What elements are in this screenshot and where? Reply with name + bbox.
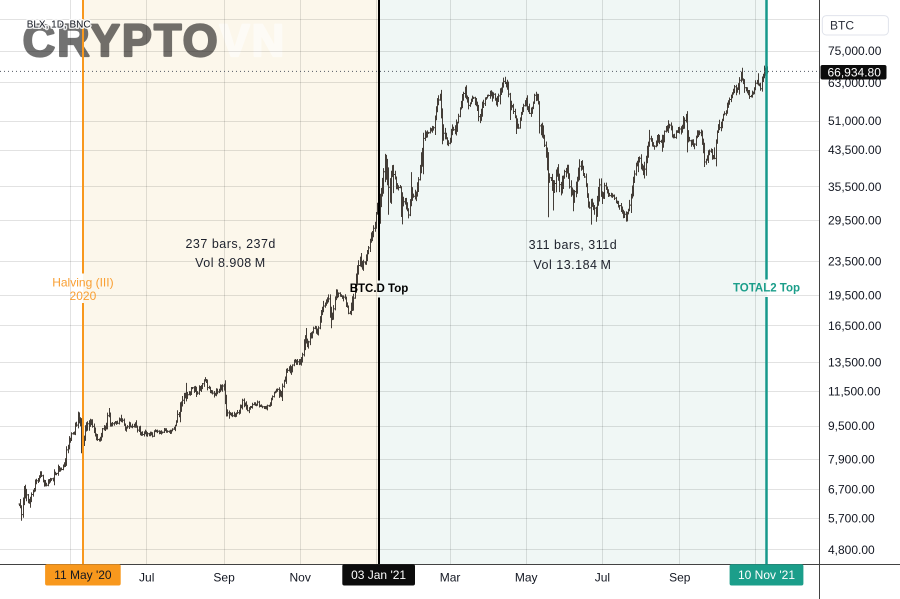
- svg-text:11 May '20: 11 May '20: [54, 568, 112, 582]
- svg-text:BTC: BTC: [830, 19, 854, 33]
- svg-text:May: May: [515, 571, 538, 585]
- svg-text:BTC.D Top: BTC.D Top: [350, 283, 409, 295]
- svg-text:Jul: Jul: [139, 571, 154, 585]
- svg-text:Sep: Sep: [213, 571, 235, 585]
- svg-text:10 Nov '21: 10 Nov '21: [738, 568, 795, 582]
- svg-text:Halving (III): Halving (III): [52, 276, 113, 290]
- svg-text:Vol 13.184 M: Vol 13.184 M: [533, 258, 611, 272]
- svg-text:11,500.00: 11,500.00: [828, 384, 881, 398]
- svg-text:Jul: Jul: [595, 571, 610, 585]
- svg-text:4,800.00: 4,800.00: [828, 543, 875, 557]
- svg-text:23,500.00: 23,500.00: [828, 255, 882, 269]
- svg-text:Vol 8.908 M: Vol 8.908 M: [195, 256, 266, 270]
- svg-text:Sep: Sep: [669, 571, 691, 585]
- svg-text:66,934.80: 66,934.80: [828, 65, 882, 79]
- svg-text:43,500.00: 43,500.00: [828, 143, 882, 157]
- svg-text:9,500.00: 9,500.00: [828, 419, 875, 433]
- svg-text:TOTAL2 Top: TOTAL2 Top: [733, 283, 800, 295]
- svg-text:BLX, 1D, BNC: BLX, 1D, BNC: [27, 20, 91, 31]
- svg-text:Nov: Nov: [290, 571, 311, 585]
- svg-text:Mar: Mar: [440, 571, 461, 585]
- svg-text:2020: 2020: [70, 289, 97, 303]
- svg-text:5,700.00: 5,700.00: [828, 512, 875, 526]
- svg-text:75,000.00: 75,000.00: [828, 44, 882, 58]
- svg-text:311 bars, 311d: 311 bars, 311d: [529, 238, 618, 252]
- svg-text:29,500.00: 29,500.00: [828, 213, 882, 227]
- svg-text:19,500.00: 19,500.00: [828, 289, 882, 303]
- svg-text:16,500.00: 16,500.00: [828, 319, 882, 333]
- svg-text:03 Jan '21: 03 Jan '21: [351, 568, 406, 582]
- svg-text:6,700.00: 6,700.00: [828, 482, 875, 496]
- svg-text:51,000.00: 51,000.00: [828, 114, 882, 128]
- svg-text:CRYPTOVN: CRYPTOVN: [23, 15, 287, 66]
- svg-text:35,500.00: 35,500.00: [828, 180, 882, 194]
- svg-text:13,500.00: 13,500.00: [828, 355, 882, 369]
- svg-text:237 bars, 237d: 237 bars, 237d: [185, 237, 275, 251]
- svg-text:7,900.00: 7,900.00: [828, 453, 875, 467]
